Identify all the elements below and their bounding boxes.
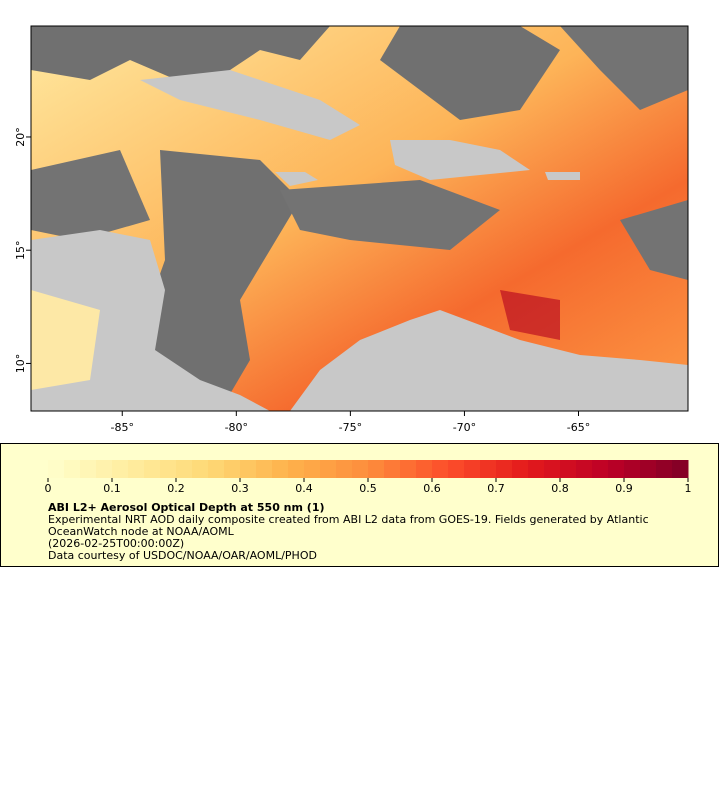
colorbar: 0 0.1 0.2 0.3 0.4 0.5 0.6 0.7 0.8 0.9 1 <box>45 460 692 495</box>
colorbar-tick-label: 0.7 <box>487 482 505 495</box>
axes: -85° -80° -75° -70° -65° 10° 15° 20° <box>14 127 590 434</box>
legend-line: Experimental NRT AOD daily composite cre… <box>48 513 649 526</box>
colorbar-segment <box>464 460 481 478</box>
land-hispaniola <box>390 140 530 180</box>
y-tick-label: 10° <box>14 354 27 374</box>
colorbar-segment <box>272 460 289 478</box>
colorbar-segment <box>544 460 561 478</box>
x-tick-label: -65° <box>567 421 590 434</box>
x-tick-label: -80° <box>225 421 248 434</box>
colorbar-segment <box>640 460 657 478</box>
colorbar-segment <box>384 460 401 478</box>
colorbar-segment <box>64 460 81 478</box>
y-tick-label: 15° <box>14 240 27 259</box>
land-south-america <box>290 310 688 411</box>
land-cuba <box>140 70 360 140</box>
colorbar-segment <box>240 460 257 478</box>
colorbar-segment <box>592 460 609 478</box>
colorbar-segment <box>576 460 593 478</box>
cloud <box>560 26 688 110</box>
high-aod <box>500 290 560 340</box>
colorbar-segment <box>80 460 97 478</box>
colorbar-segment <box>368 460 385 478</box>
colorbar-segment <box>224 460 241 478</box>
colorbar-segment <box>288 460 305 478</box>
cloud <box>620 200 688 280</box>
colorbar-segment <box>160 460 177 478</box>
colorbar-segment <box>528 460 545 478</box>
cloud <box>380 26 560 120</box>
colorbar-segment <box>192 460 209 478</box>
colorbar-segment <box>256 460 273 478</box>
colorbar-segment <box>112 460 129 478</box>
legend-line: Data courtesy of USDOC/NOAA/OAR/AOML/PHO… <box>48 549 317 562</box>
y-tick-label: 20° <box>14 127 27 147</box>
colorbar-segment <box>656 460 673 478</box>
colorbar-segment <box>400 460 417 478</box>
colorbar-segment <box>512 460 529 478</box>
colorbar-segment <box>176 460 193 478</box>
colorbar-tick-label: 0.8 <box>551 482 569 495</box>
land-jamaica <box>275 172 318 186</box>
colorbar-tick-label: 1 <box>685 482 692 495</box>
colorbar-segment <box>144 460 161 478</box>
colorbar-segment <box>48 460 65 478</box>
colorbar-segment <box>96 460 113 478</box>
colorbar-segment <box>352 460 369 478</box>
colorbar-tick-label: 0.9 <box>615 482 633 495</box>
colorbar-tick-label: 0.1 <box>103 482 121 495</box>
colorbar-tick-label: 0.2 <box>167 482 185 495</box>
colorbar-tick-label: 0.5 <box>359 482 377 495</box>
colorbar-segment <box>672 460 689 478</box>
colorbar-segment <box>480 460 497 478</box>
colorbar-tick-label: 0.3 <box>231 482 249 495</box>
colorbar-segment <box>416 460 433 478</box>
legend-line: (2026-02-25T00:00:00Z) <box>48 537 184 550</box>
colorbar-tick-label: 0.4 <box>295 482 313 495</box>
cloud <box>31 26 330 90</box>
colorbar-segment <box>624 460 641 478</box>
land-puerto-rico <box>545 172 580 180</box>
x-tick-label: -75° <box>339 421 362 434</box>
x-tick-label: -85° <box>111 421 134 434</box>
colorbar-segment <box>432 460 449 478</box>
colorbar-segment <box>496 460 513 478</box>
colorbar-segment <box>208 460 225 478</box>
x-tick-label: -70° <box>453 421 476 434</box>
legend-line: OceanWatch node at NOAA/AOML <box>48 525 235 538</box>
colorbar-segment <box>608 460 625 478</box>
colorbar-tick-label: 0.6 <box>423 482 441 495</box>
colorbar-segment <box>448 460 465 478</box>
cloud <box>140 150 300 411</box>
colorbar-segment <box>560 460 577 478</box>
cloud <box>280 180 500 250</box>
colorbar-segment <box>336 460 353 478</box>
colorbar-segment <box>304 460 321 478</box>
aerosol-pacific <box>31 290 100 390</box>
colorbar-segment <box>320 460 337 478</box>
map-image <box>31 26 688 411</box>
legend-title: ABI L2+ Aerosol Optical Depth at 550 nm … <box>48 501 325 514</box>
cloud <box>31 150 150 240</box>
map-frame <box>30 25 689 412</box>
colorbar-tick-label: 0 <box>45 482 52 495</box>
colorbar-segment <box>128 460 145 478</box>
